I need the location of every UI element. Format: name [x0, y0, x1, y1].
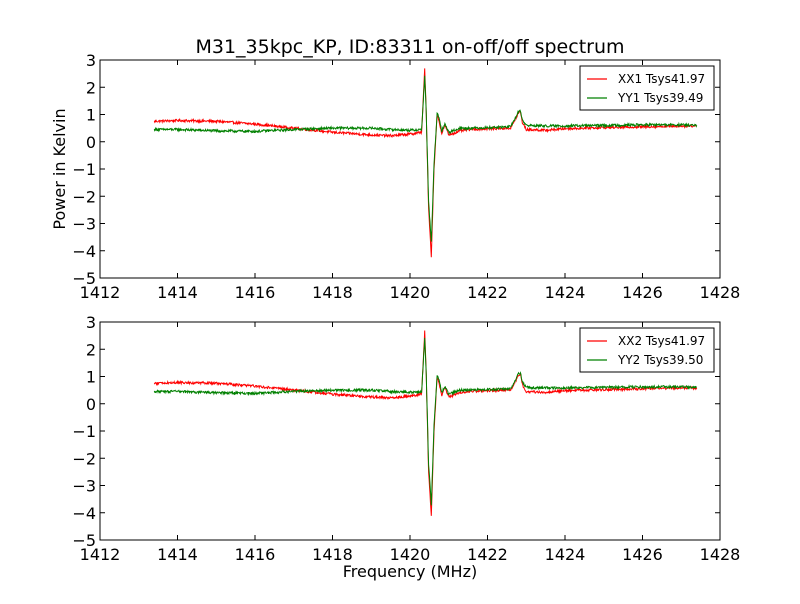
y-tick-label: −5 — [72, 269, 96, 288]
x-tick-label: 1424 — [545, 283, 586, 302]
y-tick-label: 0 — [86, 133, 96, 152]
y-tick-label: −5 — [72, 531, 96, 550]
x-tick-label: 1416 — [235, 283, 276, 302]
y-tick-label: 2 — [86, 78, 96, 97]
series-line-2 — [153, 75, 698, 242]
y-axis-label: Power in Kelvin — [50, 108, 69, 229]
series-line-2 — [153, 337, 698, 506]
panel-2: 1412 1414 1416 1418 1420 1422 1424 1426 1428 3 2 1 0… — [72, 313, 740, 564]
legend-label: YY2 Tsys39.50 — [617, 353, 703, 367]
legend: XX1 Tsys41.97 YY1 Tsys39.49 — [579, 65, 715, 111]
x-tick-label: 1416 — [235, 545, 276, 564]
x-tick-label: 1424 — [545, 545, 586, 564]
legend-label: XX1 Tsys41.97 — [618, 72, 705, 86]
x-tick-label: 1420 — [390, 545, 431, 564]
y-tick-label: −1 — [72, 160, 96, 179]
x-tick-label: 1422 — [467, 545, 508, 564]
x-tick-label: 1418 — [312, 545, 353, 564]
chart-title: M31_35kpc_KP, ID:83311 on-off/off spectr… — [195, 36, 624, 58]
y-tick-label: −3 — [72, 477, 96, 496]
x-tick-label: 1426 — [622, 283, 663, 302]
x-tick-label: 1420 — [390, 283, 431, 302]
y-tick-label: 3 — [86, 51, 96, 70]
x-tick-label: 1412 — [80, 283, 121, 302]
x-tick-label: 1418 — [312, 283, 353, 302]
x-tick-label: 1428 — [700, 283, 741, 302]
legend-box — [579, 327, 715, 373]
y-tick-label: −2 — [72, 187, 96, 206]
y-tick-label: 0 — [86, 395, 96, 414]
x-tick-label: 1422 — [467, 283, 508, 302]
y-tick-label: 1 — [86, 106, 96, 125]
x-axis-label: Frequency (MHz) — [343, 562, 477, 581]
legend-label: XX2 Tsys41.97 — [618, 334, 705, 348]
x-tick-label: 1426 — [622, 545, 663, 564]
y-tick-label: 1 — [86, 368, 96, 387]
x-tick-label: 1428 — [700, 545, 741, 564]
panels-layer: 1412 1414 1416 1418 1420 1422 1424 1426 1428 3 2 1 0… — [72, 51, 740, 564]
y-tick-label: 3 — [86, 313, 96, 332]
legend-label: YY1 Tsys39.49 — [617, 91, 703, 105]
y-tick-label: −4 — [72, 242, 96, 261]
x-tick-label: 1414 — [157, 545, 198, 564]
y-tick-label: −3 — [72, 215, 96, 234]
x-tick-label: 1414 — [157, 283, 198, 302]
legend-box — [579, 65, 715, 111]
legend: XX2 Tsys41.97 YY2 Tsys39.50 — [579, 327, 715, 373]
y-tick-label: −2 — [72, 449, 96, 468]
panel-1: 1412 1414 1416 1418 1420 1422 1424 1426 1428 3 2 1 0… — [72, 51, 740, 302]
y-tick-label: −4 — [72, 504, 96, 523]
y-tick-label: −1 — [72, 422, 96, 441]
x-tick-label: 1412 — [80, 545, 121, 564]
y-tick-label: 2 — [86, 340, 96, 359]
